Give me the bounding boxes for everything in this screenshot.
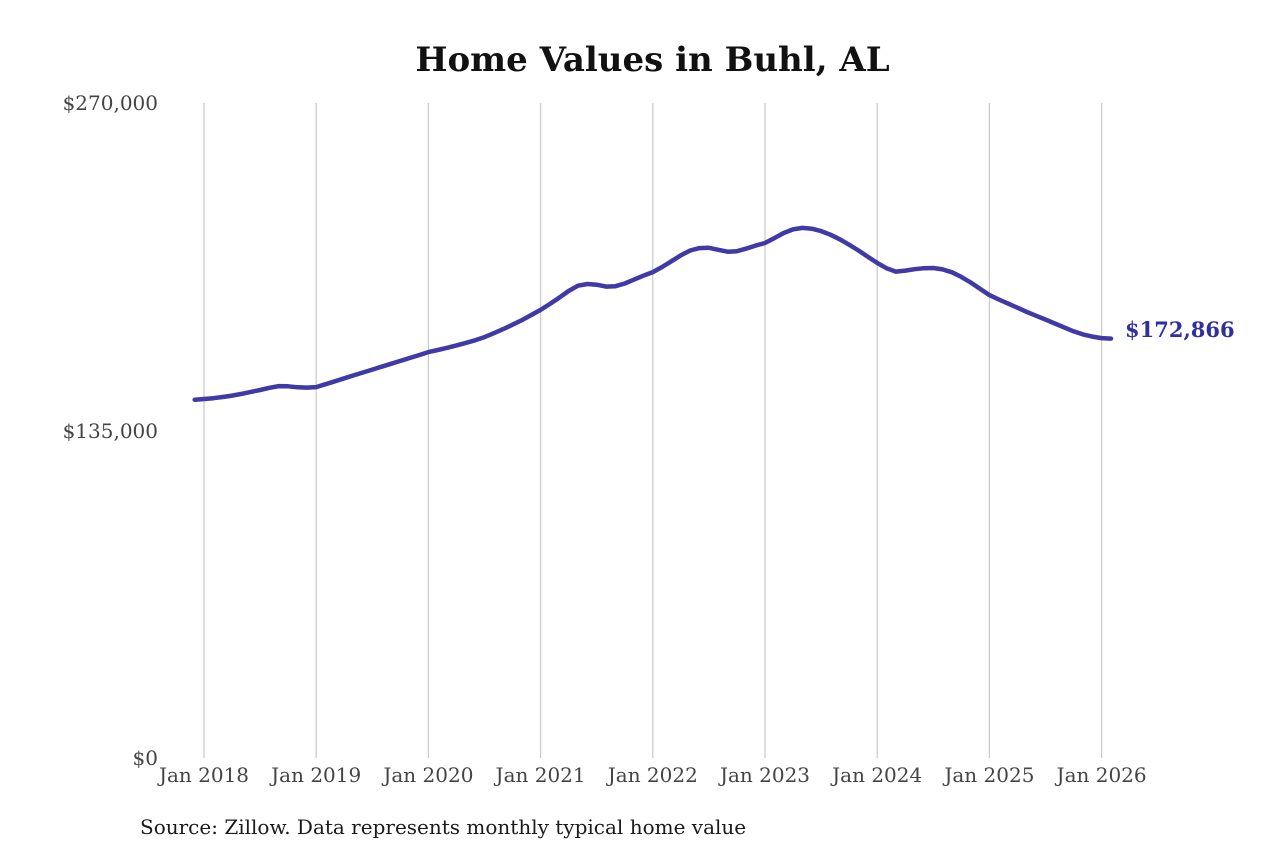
- x-tick-label: Jan 2019: [271, 763, 362, 787]
- home-values-line: [192, 225, 1114, 402]
- x-tick-label: Jan 2021: [495, 763, 586, 787]
- x-tick-label: Jan 2018: [158, 763, 250, 787]
- x-tick-label: Jan 2024: [832, 763, 923, 787]
- x-tick-label: Jan 2020: [383, 763, 474, 787]
- y-tick-label: $0: [132, 746, 158, 770]
- chart-title: Home Values in Buhl, AL: [415, 40, 890, 80]
- source-note: Source: Zillow. Data represents monthly …: [140, 815, 747, 839]
- x-tick-label: Jan 2026: [1056, 763, 1147, 787]
- y-tick-label: $135,000: [62, 418, 158, 443]
- y-tick-label: $270,000: [62, 91, 158, 115]
- x-tick-label: Jan 2023: [719, 763, 811, 787]
- x-tick-label: Jan 2025: [944, 763, 1035, 787]
- x-tick-label: Jan 2022: [607, 763, 698, 787]
- latest-value-label: $172,866: [1125, 317, 1235, 342]
